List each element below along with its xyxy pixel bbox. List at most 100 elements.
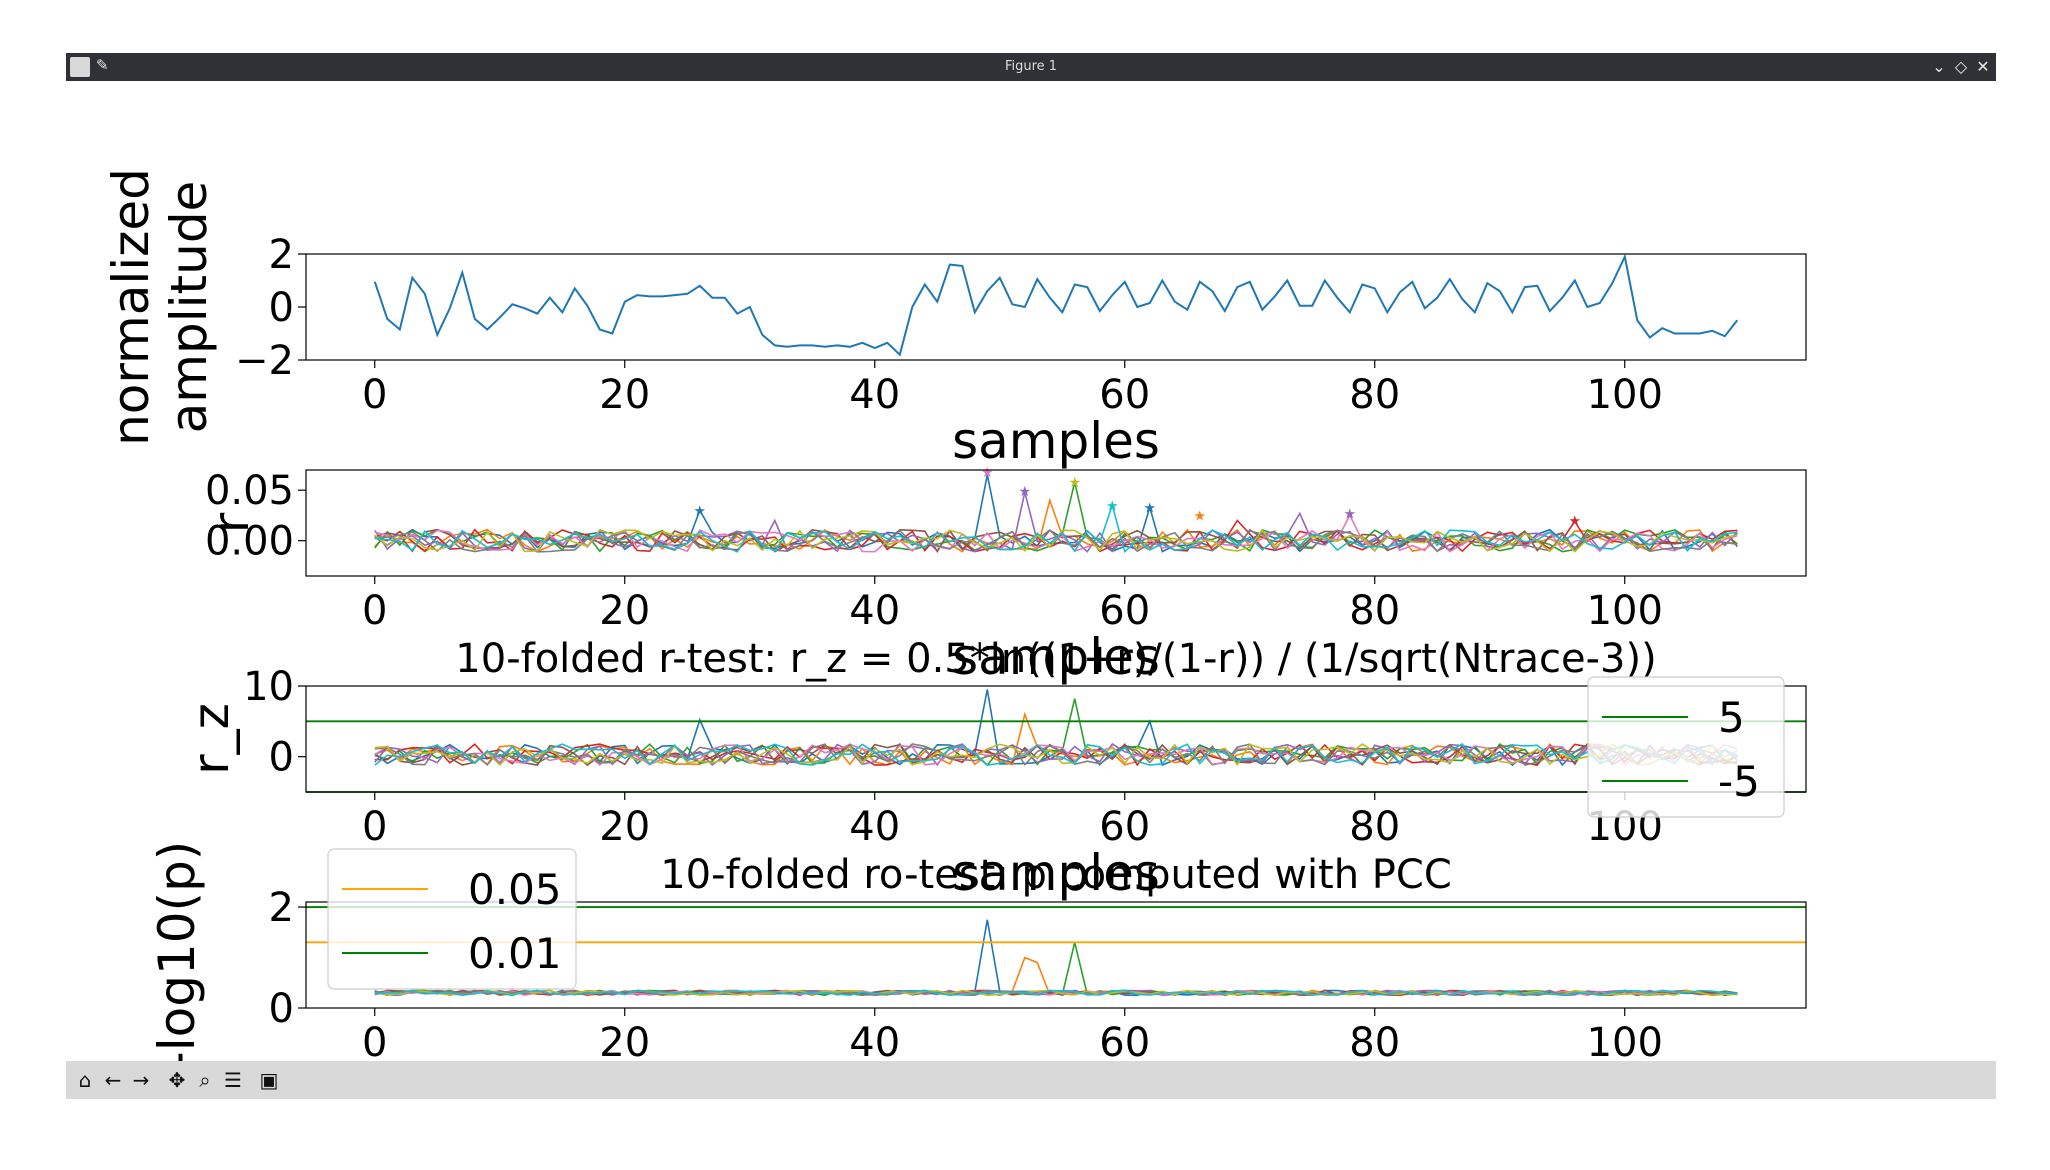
x-tick-label: 0 [362, 588, 387, 634]
figure-window: ✎ Figure 1 ⌄ ◇ ✕ 0 20 40 60 80 100 −2 0 2 samples… [66, 53, 1996, 1099]
subplot-1[interactable]: 0 20 40 60 80 100 −2 0 2 samples normalized amplitu… [102, 168, 1807, 470]
axes-frame [305, 253, 1807, 361]
navigation-toolbar: ⌂ ← → ✥ ⌕ ☰ ▣ [66, 1061, 1996, 1099]
sliders-icon: ☰ [224, 1068, 242, 1092]
subplot-4[interactable]: 0 20 40 60 80 100 0 2 samples -log10(p) 10-folded … [148, 841, 1807, 1061]
y-tick-label: 0 [269, 285, 294, 331]
y-tick-label: 0 [269, 986, 294, 1032]
home-button[interactable]: ⌂ [72, 1067, 98, 1093]
fold-line-8 [374, 529, 1738, 553]
pin-icon[interactable]: ✎ [96, 56, 109, 74]
fold-line-8 [374, 743, 1738, 767]
forward-button[interactable]: → [128, 1067, 154, 1093]
x-tick-label: 0 [362, 372, 387, 418]
star-marker: ★ [1343, 506, 1356, 522]
star-marker: ★ [1068, 475, 1081, 491]
x-tick-label: 100 [1587, 588, 1663, 634]
x-tick-label: 80 [1349, 1020, 1400, 1061]
y-axis-label: -log10(p) [148, 841, 206, 1061]
move-icon: ✥ [168, 1068, 186, 1092]
save-button[interactable]: ▣ [256, 1067, 282, 1093]
x-tick-label: 80 [1349, 372, 1400, 418]
close-button[interactable]: ✕ [1976, 57, 1990, 76]
y-tick-label: 2 [269, 232, 294, 278]
star-marker: ★ [1568, 513, 1581, 529]
fold-line-4 [374, 519, 1738, 553]
fold-line-10 [374, 502, 1738, 554]
fold-line-2 [374, 956, 1738, 997]
x-tick-label: 20 [599, 588, 650, 634]
x-axis-label: samples [952, 628, 1160, 686]
x-tick-label: 80 [1349, 804, 1400, 850]
x-axis-label: samples [952, 844, 1160, 902]
back-button[interactable]: ← [100, 1067, 126, 1093]
axes-frame [305, 685, 1807, 793]
x-tick-label: 0 [362, 1020, 387, 1061]
arrow-left-icon: ← [104, 1068, 122, 1092]
x-tick-label: 100 [1587, 1020, 1663, 1061]
y-tick-label: −2 [235, 338, 294, 384]
subplot-title: 10-folded r-test: r_z = 0.5*ln((1+r)/(1-… [455, 636, 1656, 682]
minimize-button[interactable]: ⌄ [1932, 57, 1946, 76]
fold-line-6 [374, 528, 1738, 554]
x-tick-label: 100 [1587, 372, 1663, 418]
star-marker: ★ [1193, 508, 1206, 524]
y-axis-label: normalized [102, 168, 160, 446]
x-tick-label: 0 [362, 804, 387, 850]
y-tick-label: 2 [269, 885, 294, 931]
y-tick-label: 0.00 [205, 519, 294, 565]
configure-button[interactable]: ☰ [220, 1067, 246, 1093]
x-tick-label: 60 [1099, 372, 1150, 418]
x-tick-label: 40 [849, 372, 900, 418]
x-tick-label: 20 [599, 1020, 650, 1061]
zoom-button[interactable]: ⌕ [192, 1067, 218, 1093]
y-tick-label: 0.05 [205, 468, 294, 514]
floppy-icon: ▣ [259, 1068, 279, 1092]
star-marker: ★ [1143, 500, 1156, 516]
x-tick-label: 60 [1099, 588, 1150, 634]
home-icon: ⌂ [78, 1068, 92, 1092]
window-title: Figure 1 [1004, 59, 1058, 74]
x-tick-label: 40 [849, 804, 900, 850]
star-marker: ★ [1018, 484, 1031, 500]
arrow-right-icon: → [132, 1068, 150, 1092]
subplot-2[interactable]: ★ ★ ★ ★ ★ ★ ★ ★ ★ 0 20 40 60 80 100 0.00 0.05 samples r [202, 465, 1807, 686]
y-axis-label: amplitude [160, 181, 218, 434]
x-axis-label: samples [952, 412, 1160, 470]
star-marker: ★ [693, 503, 706, 519]
pan-button[interactable]: ✥ [164, 1067, 190, 1093]
axes-frame [305, 469, 1807, 577]
y-axis-label: r [202, 512, 260, 533]
x-axis-label: samples [952, 1060, 1160, 1061]
star-marker: ★ [1106, 498, 1119, 514]
maximize-button[interactable]: ◇ [1954, 57, 1968, 76]
y-axis-label: r_z [182, 703, 240, 775]
series-line-1 [373, 253, 1739, 357]
legend: 0.05 0.01 [327, 848, 577, 990]
y-tick-label: 0 [269, 735, 294, 781]
x-tick-label: 80 [1349, 588, 1400, 634]
legend-label: 0.01 [468, 929, 562, 978]
legend: 5-5 [1587, 676, 1785, 818]
legend-label: -5 [1718, 757, 1760, 806]
subplot-title: 10-folded ro-test: p computed with PCC [660, 852, 1452, 898]
x-tick-label: 20 [599, 804, 650, 850]
y-tick-label: 10 [243, 664, 294, 710]
star-marker: ★ [981, 465, 994, 481]
app-icon [70, 57, 90, 77]
x-tick-label: 40 [849, 1020, 900, 1061]
fold-line-3 [374, 942, 1738, 997]
legend-label: 0.05 [468, 865, 562, 914]
axes-frame [305, 901, 1807, 1009]
x-tick-label: 60 [1099, 1020, 1150, 1061]
x-tick-label: 20 [599, 372, 650, 418]
fold-line-10 [374, 742, 1738, 766]
x-tick-label: 60 [1099, 804, 1150, 850]
legend-label: 5 [1718, 693, 1745, 742]
x-tick-label: 40 [849, 588, 900, 634]
fold-line-10 [374, 989, 1738, 997]
magnifier-icon: ⌕ [199, 1068, 211, 1092]
fold-line-1 [374, 919, 1738, 997]
